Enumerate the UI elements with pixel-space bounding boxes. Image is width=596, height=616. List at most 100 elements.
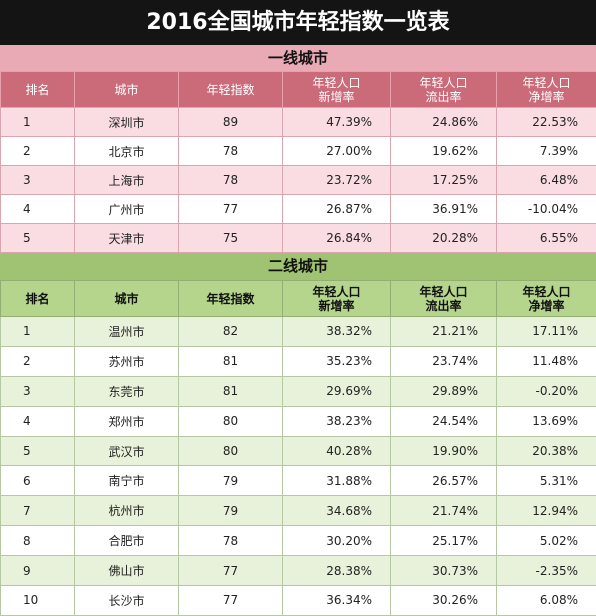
youth-index-cell: 78 (179, 166, 283, 195)
net-rate-cell: 12.94% (497, 496, 596, 526)
new-rate-cell: 23.72% (283, 166, 391, 195)
youth-index-cell: 78 (179, 526, 283, 556)
new-rate-cell: 29.69% (283, 376, 391, 406)
outflow-rate-cell: 17.25% (391, 166, 497, 195)
outflow-rate-cell: 26.57% (391, 466, 497, 496)
new-rate-cell: 35.23% (283, 346, 391, 376)
net-rate-cell: 22.53% (497, 108, 596, 137)
rank-cell: 3 (1, 376, 75, 406)
city-cell: 天津市 (75, 224, 179, 253)
city-cell: 武汉市 (75, 436, 179, 466)
net-rate-cell: 11.48% (497, 346, 596, 376)
new-rate-cell: 38.32% (283, 317, 391, 347)
city-cell: 温州市 (75, 317, 179, 347)
city-cell: 合肥市 (75, 526, 179, 556)
youth-index-cell: 77 (179, 586, 283, 616)
outflow-rate-cell: 24.86% (391, 108, 497, 137)
table-header-row: 排名城市年轻指数年轻人口 新增率年轻人口 流出率年轻人口 净增率 (1, 281, 596, 317)
outflow-rate-cell: 36.91% (391, 195, 497, 224)
new-rate-cell: 30.20% (283, 526, 391, 556)
page-title: 2016全国城市年轻指数一览表 (0, 0, 596, 45)
rank-cell: 4 (1, 195, 75, 224)
new-rate-cell: 26.87% (283, 195, 391, 224)
youth-index-header: 年轻指数 (179, 281, 283, 317)
net-rate-cell: 20.38% (497, 436, 596, 466)
rank-cell: 3 (1, 166, 75, 195)
outflow-rate-cell: 30.26% (391, 586, 497, 616)
youth-index-cell: 82 (179, 317, 283, 347)
net-rate-cell: -2.35% (497, 556, 596, 586)
rank-cell: 2 (1, 137, 75, 166)
net-rate-cell: 6.08% (497, 586, 596, 616)
city-cell: 北京市 (75, 137, 179, 166)
rank-cell: 5 (1, 436, 75, 466)
net-rate-cell: 6.55% (497, 224, 596, 253)
youth-index-cell: 80 (179, 436, 283, 466)
outflow-rate-header: 年轻人口 流出率 (391, 72, 497, 108)
youth-index-cell: 79 (179, 496, 283, 526)
outflow-rate-cell: 25.17% (391, 526, 497, 556)
city-cell: 长沙市 (75, 586, 179, 616)
youth-index-cell: 77 (179, 556, 283, 586)
rank-cell: 1 (1, 317, 75, 347)
outflow-rate-cell: 21.21% (391, 317, 497, 347)
rank-cell: 8 (1, 526, 75, 556)
new-rate-cell: 47.39% (283, 108, 391, 137)
youth-index-cell: 89 (179, 108, 283, 137)
city-cell: 上海市 (75, 166, 179, 195)
outflow-rate-cell: 24.54% (391, 406, 497, 436)
youth-index-cell: 77 (179, 195, 283, 224)
new-rate-cell: 38.23% (283, 406, 391, 436)
city-cell: 佛山市 (75, 556, 179, 586)
outflow-rate-cell: 29.89% (391, 376, 497, 406)
rank-cell: 9 (1, 556, 75, 586)
net-rate-header: 年轻人口 净增率 (497, 72, 596, 108)
new-rate-cell: 34.68% (283, 496, 391, 526)
section-title: 二线城市 (0, 253, 596, 280)
rank-cell: 7 (1, 496, 75, 526)
rank-cell: 2 (1, 346, 75, 376)
outflow-rate-cell: 30.73% (391, 556, 497, 586)
new-rate-cell: 27.00% (283, 137, 391, 166)
youth-index-cell: 78 (179, 137, 283, 166)
city-header: 城市 (75, 281, 179, 317)
net-rate-cell: -10.04% (497, 195, 596, 224)
city-cell: 深圳市 (75, 108, 179, 137)
city-header: 城市 (75, 72, 179, 108)
net-rate-cell: 13.69% (497, 406, 596, 436)
new-rate-cell: 28.38% (283, 556, 391, 586)
youth-index-cell: 80 (179, 406, 283, 436)
new-rate-cell: 36.34% (283, 586, 391, 616)
city-cell: 南宁市 (75, 466, 179, 496)
new-rate-header: 年轻人口 新增率 (283, 281, 391, 317)
youth-index-cell: 81 (179, 346, 283, 376)
rank-cell: 4 (1, 406, 75, 436)
city-cell: 苏州市 (75, 346, 179, 376)
new-rate-header: 年轻人口 新增率 (283, 72, 391, 108)
rank-header: 排名 (1, 72, 75, 108)
rank-cell: 5 (1, 224, 75, 253)
net-rate-cell: 5.31% (497, 466, 596, 496)
net-rate-cell: 5.02% (497, 526, 596, 556)
youth-index-cell: 75 (179, 224, 283, 253)
